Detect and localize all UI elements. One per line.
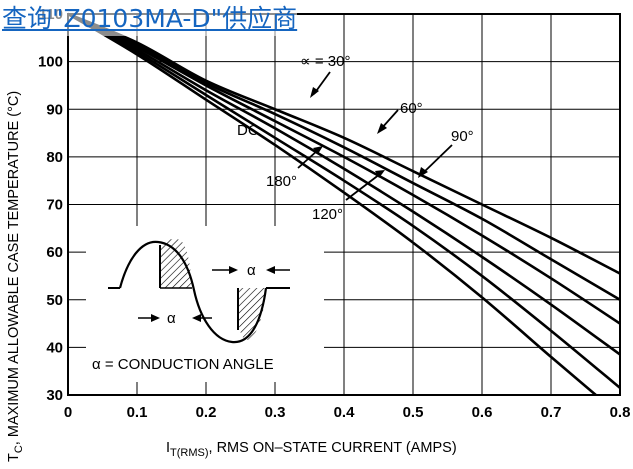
x-tick-label: 0.6 [472,404,493,421]
sine-wave [118,240,268,344]
x-tick-label: 0.7 [541,404,562,421]
y-tick-label: 30 [46,387,63,404]
x-tick-label: 0.3 [265,404,286,421]
arrowhead-60deg [377,123,387,134]
label-120deg: 120° [312,206,343,223]
series-line-3 [67,12,621,356]
label-60deg: 60° [400,100,423,117]
x-axis-title: IT(RMS), RMS ON–STATE CURRENT (AMPS) [166,440,457,459]
y-tick-label: 70 [46,197,63,214]
y-axis-title: TC, MAXIMUM ALLOWABLE CASE TEMPERATURE (… [6,91,25,462]
x-tick-label: 0.5 [403,404,424,421]
curves [67,12,621,396]
x-tick-label: 0.1 [127,404,148,421]
x-tick-labels: 0 0.1 0.2 0.3 0.4 0.5 0.6 0.7 0.8 [64,404,631,421]
x-tick-label: 0 [64,404,72,421]
y-tick-labels: 30405060708090100110 [38,6,63,404]
x-tick-label: 0.2 [196,404,217,421]
series-line-4 [67,12,621,389]
label-90deg: 90° [451,128,474,145]
y-tick-label: 60 [46,244,63,261]
x-tick-label: 0.8 [610,404,631,421]
arrow-120deg [345,173,381,201]
supplier-link-banner[interactable]: 查询"Z0103MA-D"供应商 [2,2,298,36]
series-line-5 [67,12,597,396]
y-tick-label: 40 [46,339,63,356]
plot-frame [67,13,621,396]
label-180deg: 180° [266,173,297,190]
annotations: ∝ = 30° 60° 90° DC 180° 120° [237,53,474,223]
label-dc: DC [237,122,259,139]
conduction-angle-label: α = CONDUCTION ANGLE [92,356,274,373]
arrowhead-90deg [418,167,428,178]
y-tick-label: 90 [46,101,63,118]
y-tick-label: 80 [46,149,63,166]
sine-hatch-positive [160,238,192,288]
series-line-1 [67,12,621,301]
label-30deg: ∝ = 30° [300,53,351,70]
y-tick-label: 100 [38,54,63,71]
arrowhead-30deg [310,87,319,98]
arrowhead-120deg [375,170,385,178]
series-line-2 [67,12,621,325]
arrow-90deg [422,144,453,174]
arrow-180deg [297,149,319,169]
x-tick-label: 0.4 [334,404,356,421]
alpha-label-top: α [247,262,256,279]
sine-hatch-negative [238,288,266,340]
alpha-label-bottom: α [167,310,176,327]
arrowhead-180deg [313,146,323,154]
conduction-angle-inset: α α α = CONDUCTION ANGLE [86,226,324,382]
series-line-0 [67,12,621,275]
y-tick-label: 50 [46,292,63,309]
